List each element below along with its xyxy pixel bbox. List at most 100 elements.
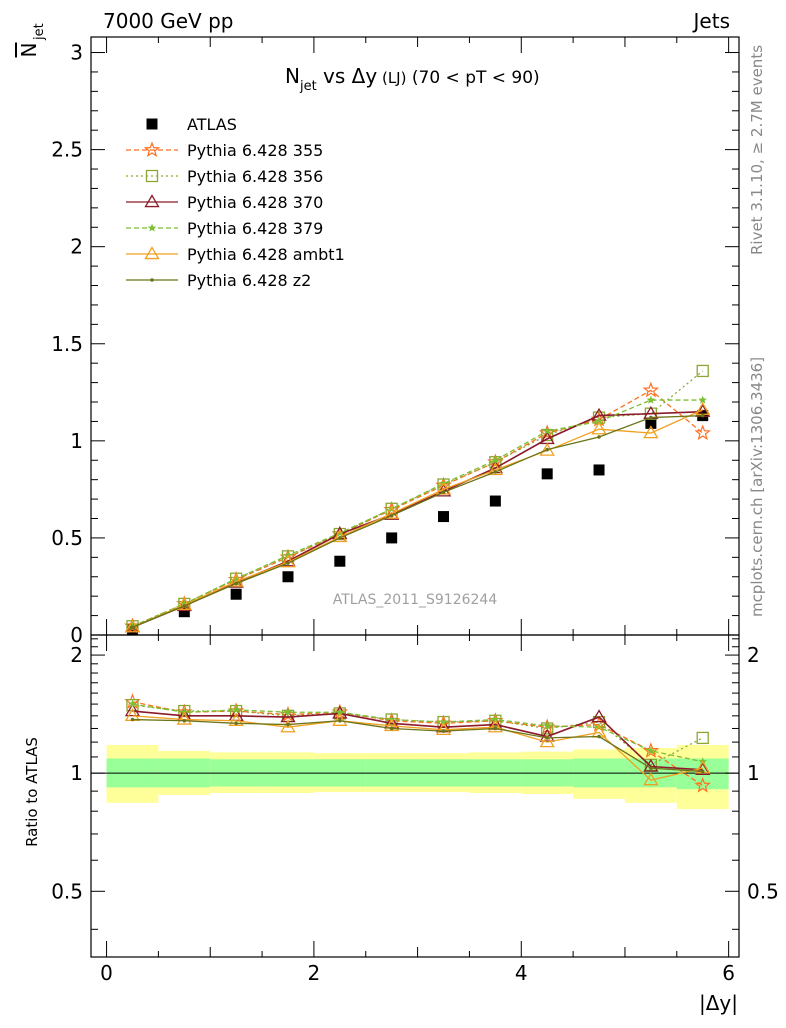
ratio-series-3-point-6 <box>439 717 448 726</box>
legend-label-5: Pythia 6.428 ambt1 <box>187 245 345 264</box>
main-series-5-point-10 <box>643 425 659 439</box>
x-axis-label: |Δy| <box>699 991 738 1015</box>
ratio-series-5-point-7 <box>493 726 498 731</box>
mcplots-label: mcplots.cern.ch [arXiv:1306.3436] <box>748 357 766 617</box>
main-series-6-point-10 <box>649 415 653 420</box>
ratio-y-tick-label-2: 2 <box>70 643 83 667</box>
ratio-series-3-point-4 <box>335 707 345 716</box>
x-tick-label-0: 0 <box>100 961 113 985</box>
main-series-6-point-5 <box>389 513 394 518</box>
header-right-label: Jets <box>692 9 730 33</box>
main-series-0-point-1 <box>178 606 190 618</box>
main-series-3-line <box>132 410 703 628</box>
main-series-0-point-2 <box>230 588 242 600</box>
main-series-6-point-2 <box>234 581 238 586</box>
main-series-4-point-8 <box>542 426 552 435</box>
main-y-tick-label-6: 3 <box>70 41 83 65</box>
legend-marker-1 <box>143 141 161 158</box>
legend-entry-4: Pythia 6.428 379 <box>126 219 323 238</box>
main-series-5-point-8 <box>539 442 555 456</box>
ratio-series-4-point-6 <box>435 722 452 735</box>
main-series-6 <box>130 413 705 630</box>
main-y-label-sub: jet <box>32 23 47 41</box>
main-series-4-point-2 <box>231 574 241 583</box>
legend-label-4: Pythia 6.428 379 <box>187 219 323 238</box>
main-series-6-point-11 <box>700 413 705 418</box>
watermark-label: ATLAS_2011_S9126244 <box>333 592 498 608</box>
main-series-4-point-7 <box>491 455 500 464</box>
ratio-frame <box>90 634 740 958</box>
ratio-y-tick-label-0: 0.5 <box>51 879 83 903</box>
ratio-series-5-point-9 <box>597 734 601 739</box>
title-range: (70 < pT < 90) <box>406 68 539 88</box>
legend-entry-5: Pythia 6.428 ambt1 <box>126 245 345 264</box>
main-series-group <box>124 364 711 635</box>
main-series-0-point-8 <box>541 468 553 480</box>
ratio-series-3-point-10 <box>646 746 656 755</box>
main-series-4-line <box>132 399 703 627</box>
legend-marker-5 <box>144 246 160 260</box>
legend-entry-2: Pythia 6.428 356 <box>126 167 323 186</box>
title-n-sub: jet <box>299 79 317 94</box>
main-series-4-point-9 <box>594 416 604 426</box>
main-series-0-point-5 <box>386 532 398 544</box>
ratio-y-tick-label-right-1: 1 <box>747 761 760 785</box>
legend-marker-3 <box>144 194 160 208</box>
rivet-label: Rivet 3.1.10, ≥ 2.7M events <box>748 45 766 255</box>
legend-entry-0: ATLAS <box>146 115 237 134</box>
main-series-5-point-9 <box>591 421 607 435</box>
legend-marker-2 <box>145 169 159 183</box>
main-series-6-point-0 <box>130 625 135 630</box>
x-tick-label-2: 4 <box>515 961 528 985</box>
ratio-series-4-point-1 <box>176 711 192 725</box>
main-series-2-line <box>132 370 704 627</box>
legend-marker-0 <box>146 118 158 130</box>
ratio-series-3-point-2 <box>231 705 241 714</box>
main-series-5-point-5 <box>384 505 400 519</box>
ratio-series-4-point-8 <box>539 734 555 748</box>
ratio-series-1-line <box>132 704 704 766</box>
plot-title: Njet vs Δy (LJ) (70 < pT < 90) <box>285 64 540 94</box>
legend: ATLAS Pythia 6.428 355 Pythia 6.428 356 Pyt… <box>126 115 345 290</box>
ratio-series-5-point-4 <box>338 718 342 723</box>
title-dy: Δy <box>352 64 378 88</box>
main-y-tick-label-0: 0 <box>70 623 83 647</box>
ratio-series-3-point-0 <box>128 699 137 708</box>
main-series-6-point-8 <box>545 447 549 452</box>
main-y-label-n: N <box>17 43 41 58</box>
legend-marker-4 <box>147 223 157 232</box>
ratio-series-5-point-2 <box>234 721 238 726</box>
ratio-uncertainty-bands <box>106 744 729 810</box>
ratio-y-tick-label-1: 1 <box>70 761 83 785</box>
x-tick-label-3: 6 <box>722 961 735 985</box>
legend-entry-1: Pythia 6.428 355 <box>126 141 323 160</box>
ratio-series-0-point-11 <box>694 776 711 793</box>
axes-group: 00.511.522.530 2 4 60.5 0.51 12 2 <box>51 36 779 985</box>
ratio-series-5-point-8 <box>545 736 549 740</box>
legend-marker-6 <box>150 278 154 282</box>
ratio-series-5-point-10 <box>649 766 653 770</box>
ratio-series-5-point-3 <box>286 722 290 727</box>
x-tick-label-1: 2 <box>308 961 321 985</box>
ratio-series-0-point-10 <box>642 742 660 758</box>
ratio-series-3-point-8 <box>542 721 552 730</box>
title-lj: (LJ) <box>377 69 406 87</box>
main-series-6-point-3 <box>286 561 290 565</box>
main-series-5-line <box>132 409 703 628</box>
ratio-series-4-point-7 <box>487 719 503 733</box>
ratio-series-2-point-8 <box>539 728 555 742</box>
ratio-series-4-point-2 <box>228 713 244 726</box>
main-series-4-point-1 <box>180 599 189 608</box>
main-series-6-point-6 <box>441 490 446 495</box>
main-series-4-point-4 <box>335 528 345 537</box>
main-series-6-point-1 <box>182 604 187 608</box>
header-left-label: 7000 GeV pp <box>103 9 234 33</box>
ratio-y-axis-label: Ratio to ATLAS <box>23 737 41 847</box>
ratio-series-2-line <box>132 710 703 771</box>
main-y-tick-label-5: 2.5 <box>51 138 83 162</box>
title-n: N <box>285 64 300 88</box>
ratio-series-3-point-3 <box>283 707 293 716</box>
ratio-series-2-point-0 <box>124 703 141 717</box>
